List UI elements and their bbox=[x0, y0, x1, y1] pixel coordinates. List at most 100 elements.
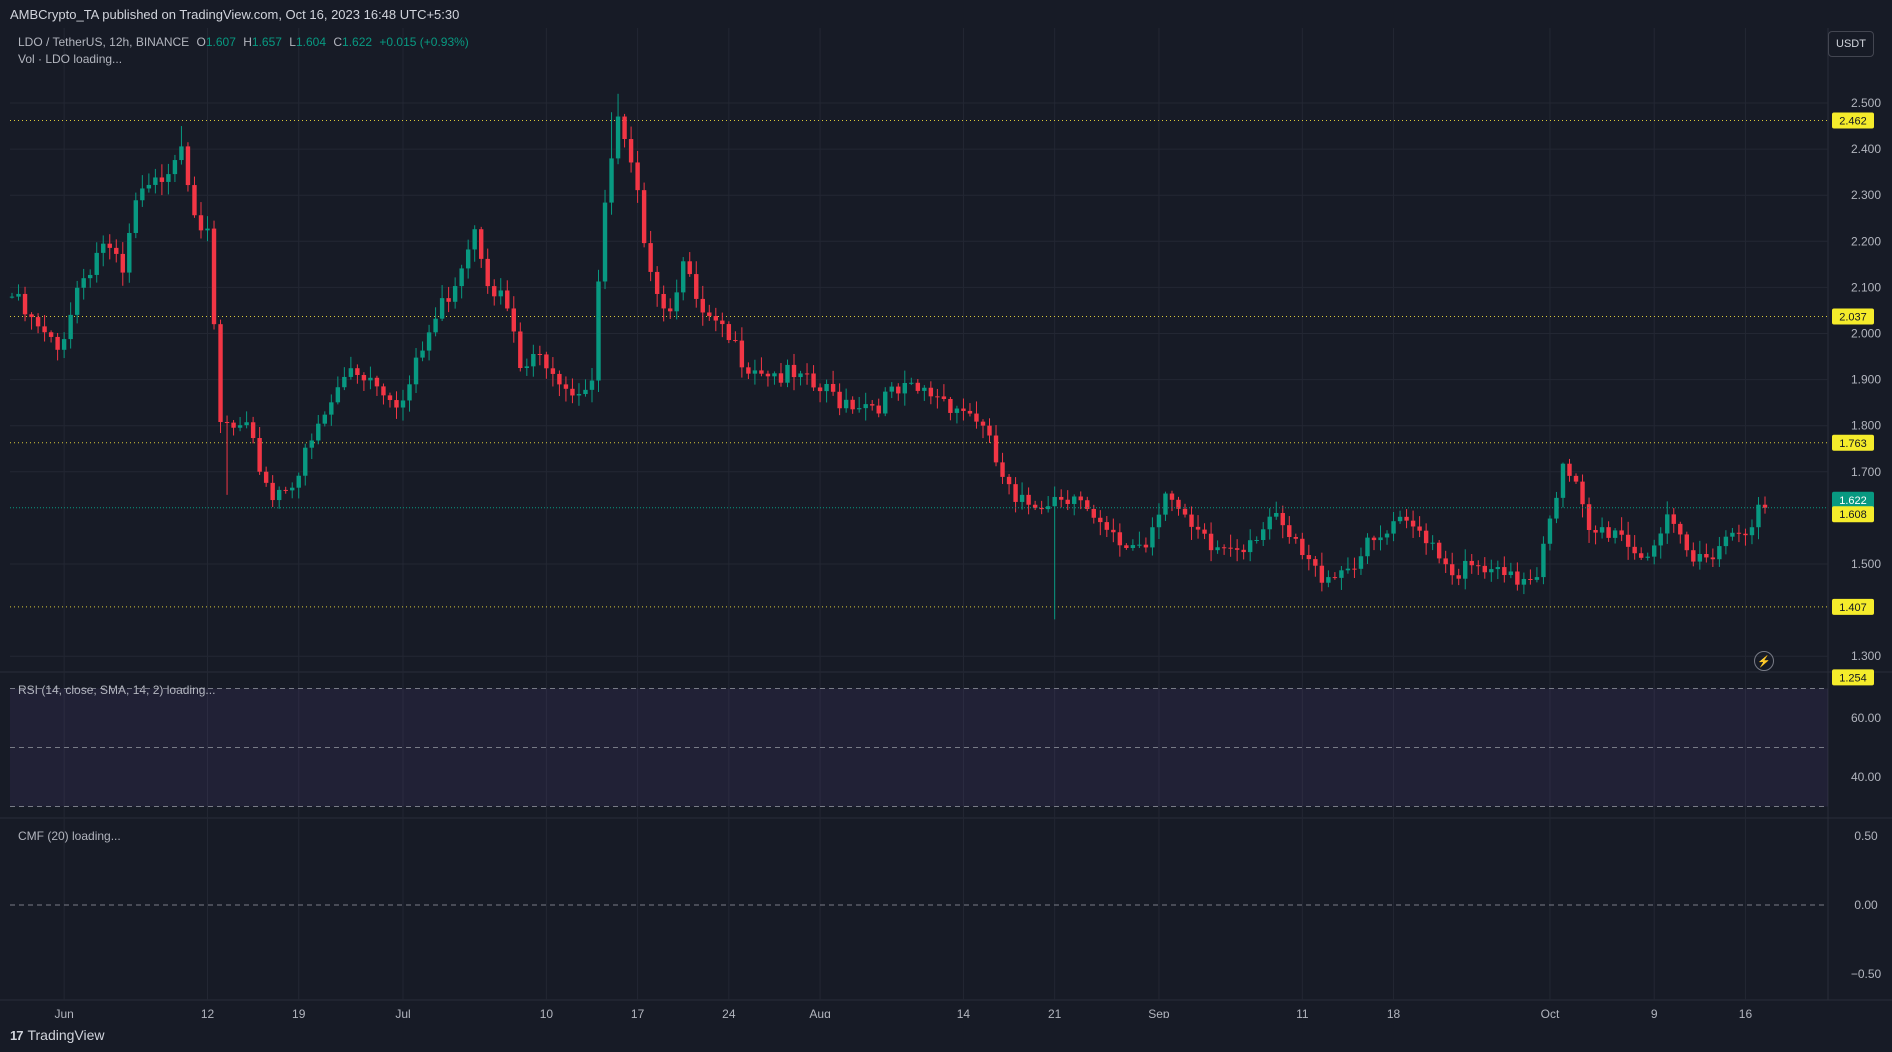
candle-body bbox=[485, 258, 490, 287]
candle-body bbox=[1228, 547, 1233, 549]
candle-body bbox=[1163, 493, 1168, 515]
candle-body bbox=[628, 139, 634, 163]
candle-body bbox=[355, 368, 360, 375]
candle-body bbox=[1078, 496, 1083, 501]
brand-name: TradingView bbox=[27, 1027, 105, 1043]
level-label-bg bbox=[1832, 434, 1874, 451]
time-tick-label: 12 bbox=[201, 1007, 215, 1018]
rsi-tick-label: 40.00 bbox=[1851, 770, 1881, 784]
candle-body bbox=[1469, 560, 1474, 566]
candle-body bbox=[413, 357, 419, 385]
level-label-bg bbox=[1832, 598, 1874, 615]
candle-body bbox=[1313, 559, 1318, 566]
candle-body bbox=[1280, 513, 1285, 526]
level-label-bg bbox=[1832, 112, 1874, 129]
candle-body bbox=[1150, 527, 1155, 548]
candle-body bbox=[883, 391, 888, 414]
candle-body bbox=[1189, 514, 1194, 527]
candle-body bbox=[824, 383, 829, 392]
candle-body bbox=[101, 243, 106, 253]
candle-body bbox=[1749, 527, 1755, 536]
candle-body bbox=[387, 395, 393, 401]
candle-body bbox=[1638, 553, 1644, 558]
candle-body bbox=[1143, 544, 1149, 548]
candle-body bbox=[1124, 545, 1129, 548]
candle-body bbox=[257, 438, 262, 472]
candle-body bbox=[1111, 529, 1116, 533]
candle-body bbox=[146, 184, 152, 189]
publish-bar: AMBCrypto_TA published on TradingView.co… bbox=[0, 0, 1892, 28]
candle-body bbox=[35, 317, 41, 327]
candle-body bbox=[550, 368, 556, 374]
candle-body bbox=[1547, 518, 1553, 544]
candle-body bbox=[1241, 549, 1246, 553]
candle-body bbox=[1619, 530, 1624, 535]
candle-body bbox=[896, 386, 901, 394]
candle-body bbox=[1371, 537, 1377, 541]
candle-body bbox=[681, 261, 686, 293]
change-value: +0.015 (+0.93%) bbox=[379, 35, 469, 49]
candle-body bbox=[941, 396, 947, 400]
candle-body bbox=[804, 373, 810, 375]
candle-body bbox=[928, 387, 934, 397]
candle-body bbox=[1306, 555, 1312, 560]
candle-body bbox=[1665, 514, 1670, 534]
candle-body bbox=[817, 387, 823, 392]
candle-body bbox=[1599, 527, 1605, 533]
currency-button[interactable]: USDT bbox=[1828, 31, 1874, 57]
candle-body bbox=[915, 382, 921, 391]
time-tick-label: Jul bbox=[395, 1007, 410, 1018]
candle-body bbox=[1019, 494, 1025, 502]
time-tick-label: 10 bbox=[540, 1007, 554, 1018]
candle-body bbox=[1104, 522, 1110, 530]
candle-body bbox=[322, 414, 328, 424]
candle-body bbox=[1293, 537, 1298, 539]
volume-legend: Vol · LDO loading... bbox=[18, 52, 123, 66]
candle-body bbox=[368, 377, 373, 381]
candle-body bbox=[1678, 523, 1683, 535]
time-tick-label: 11 bbox=[1296, 1007, 1309, 1018]
candle-body bbox=[1391, 521, 1396, 534]
candle-body bbox=[1274, 513, 1279, 517]
price-legend: LDO / TetherUS, 12h, BINANCE O1.607 H1.6… bbox=[18, 35, 469, 49]
candle-body bbox=[1319, 565, 1325, 583]
candle-body bbox=[993, 435, 999, 463]
candle-body bbox=[694, 274, 699, 299]
candle-body bbox=[198, 215, 204, 231]
candle-body bbox=[1658, 533, 1663, 546]
candle-body bbox=[1762, 504, 1768, 508]
symbol-label: LDO / TetherUS, 12h, BINANCE bbox=[18, 35, 190, 49]
price-tick-label: 1.500 bbox=[1851, 557, 1881, 571]
rsi-legend: RSI (14, close, SMA, 14, 2) loading... bbox=[18, 683, 216, 697]
candle-body bbox=[1358, 556, 1364, 569]
candle-body bbox=[348, 368, 354, 377]
candle-body bbox=[283, 489, 288, 491]
candle-body bbox=[1417, 526, 1422, 531]
candle-body bbox=[1652, 545, 1657, 557]
candle-body bbox=[426, 332, 432, 351]
candle-body bbox=[1176, 499, 1181, 509]
candle-body bbox=[1704, 553, 1709, 558]
candle-body bbox=[1410, 520, 1416, 527]
candle-body bbox=[303, 447, 308, 476]
candle-body bbox=[48, 332, 54, 337]
candle-body bbox=[576, 394, 582, 396]
candle-body bbox=[1508, 571, 1514, 576]
candle-body bbox=[1573, 475, 1579, 482]
level-label: 2.037 bbox=[1839, 311, 1867, 323]
lightning-icon[interactable]: ⚡ bbox=[1754, 651, 1774, 671]
candle-body bbox=[1267, 516, 1272, 530]
chart-canvas[interactable]: Jun 12 19 Jul 10 17 24 Aug 14 21 Sep 11 18 Oct 9 16 2.50… bbox=[0, 0, 1892, 1018]
candle-body bbox=[1384, 533, 1390, 538]
candle-body bbox=[172, 160, 178, 175]
tradingview-brand[interactable]: 17 TradingView bbox=[10, 1027, 105, 1043]
price-tick-label: 1.300 bbox=[1851, 649, 1881, 663]
candle-body bbox=[1247, 540, 1253, 553]
candle-body bbox=[687, 261, 692, 275]
candle-body bbox=[739, 340, 745, 368]
candle-body bbox=[622, 116, 627, 140]
candle-body bbox=[316, 423, 321, 441]
candle-body bbox=[778, 373, 784, 383]
candle-body bbox=[16, 293, 21, 297]
candle-body bbox=[641, 190, 647, 244]
